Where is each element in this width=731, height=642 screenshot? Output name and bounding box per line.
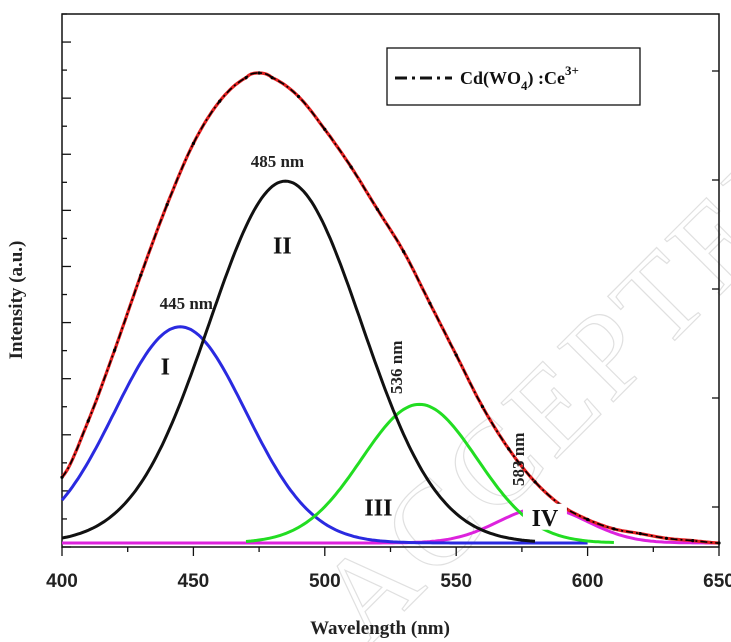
data-point (349, 165, 353, 169)
data-point (86, 419, 90, 423)
x-tick-label: 450 (178, 571, 210, 592)
x-axis-title: Wavelength (nm) (310, 618, 450, 639)
peak-roman-III: III (364, 495, 392, 521)
data-point (218, 99, 222, 103)
data-point (165, 203, 169, 207)
data-point (428, 301, 432, 305)
data-point (60, 475, 64, 479)
data-point (533, 480, 537, 484)
data-point (244, 76, 248, 80)
peak-roman-II: II (273, 233, 292, 259)
data-point (454, 353, 458, 357)
data-point (664, 536, 669, 540)
curves (60, 71, 721, 545)
y-axis-ticks (62, 13, 71, 548)
data-point (323, 127, 327, 131)
data-point (112, 348, 117, 352)
data-point (507, 447, 511, 451)
peak-roman-IV-bg (522, 503, 567, 530)
y-axis-title: Intensity (a.u.) (6, 241, 27, 360)
data-point (270, 76, 274, 80)
x-tick-label: 400 (46, 571, 78, 592)
x-tick-label: 550 (440, 571, 472, 592)
data-point (480, 405, 485, 409)
data-point (296, 94, 301, 99)
legend: Cd(WO4) :Ce3+ (386, 47, 641, 106)
data-point (691, 539, 695, 543)
data-point (717, 541, 721, 545)
x-tick-label: 500 (309, 571, 341, 592)
peak-label-583: 583 nm (509, 433, 528, 486)
data-point (638, 532, 642, 536)
peak-III-curve (245, 402, 614, 544)
peak-I-curve (60, 325, 588, 545)
legend-label: Cd(WO4) :Ce3+ (460, 63, 579, 93)
peak-II-curve (61, 179, 536, 543)
data-point (257, 71, 261, 75)
peak-label-485: 485 nm (251, 152, 304, 171)
data-point (402, 250, 406, 254)
data-point (586, 517, 590, 522)
x-axis: 400 450 500 550 600 650 (46, 547, 731, 592)
data-point (375, 207, 379, 211)
data-point (191, 141, 195, 146)
x-tick-label: 600 (572, 571, 604, 592)
peak-roman-IV: IV (532, 506, 559, 532)
x-tick-label: 650 (703, 571, 731, 592)
peak-label-536: 536 nm (387, 341, 406, 394)
data-curve (61, 72, 720, 544)
peak-label-445: 445 nm (160, 294, 213, 313)
right-axis-ticks (712, 70, 719, 508)
data-point (139, 273, 143, 277)
peak-roman-I: I (161, 354, 170, 380)
data-point (612, 527, 616, 531)
